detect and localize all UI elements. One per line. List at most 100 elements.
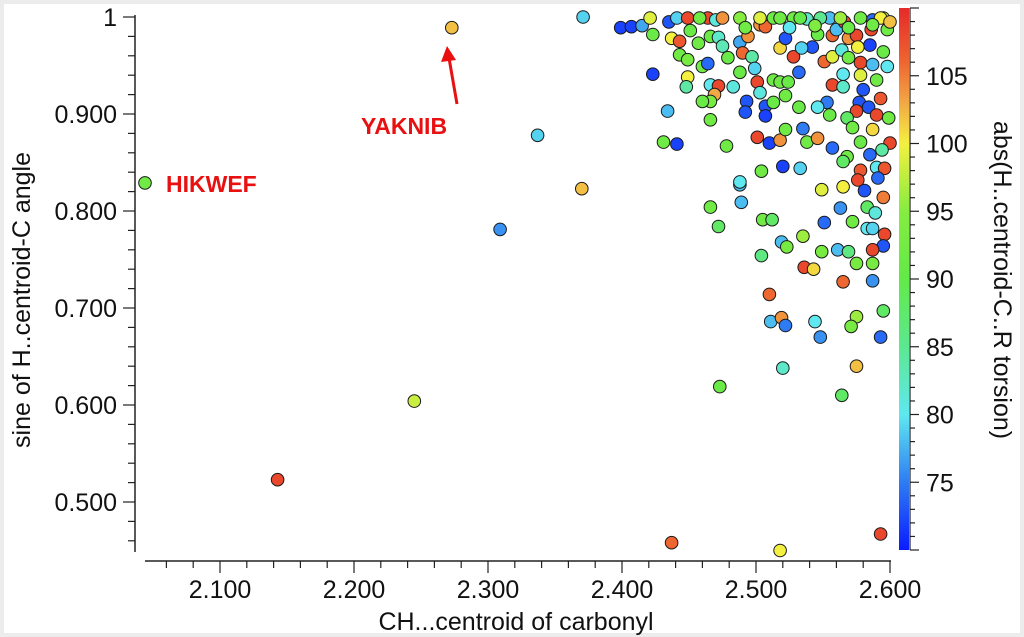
data-point bbox=[865, 122, 880, 137]
data-point bbox=[695, 94, 710, 109]
x-axis: 2.100 2.200 2.300 2.400 2.500 2.600 bbox=[145, 560, 922, 604]
data-point bbox=[683, 23, 698, 38]
colorbar-tick-label: 95 bbox=[926, 198, 954, 226]
colorbar-tick-label: 85 bbox=[926, 334, 954, 362]
data-point bbox=[877, 227, 892, 242]
x-tick-label: 2.100 bbox=[189, 576, 252, 604]
data-point bbox=[875, 143, 889, 157]
colorbar: 75 80 85 90 95 100 105 bbox=[899, 7, 968, 551]
data-point bbox=[753, 85, 767, 100]
data-point bbox=[738, 105, 753, 119]
data-point bbox=[738, 20, 753, 35]
data-point bbox=[825, 141, 840, 155]
data-point bbox=[138, 176, 152, 190]
data-point bbox=[576, 10, 590, 24]
data-point bbox=[445, 20, 459, 35]
x-tick-label: 2.200 bbox=[323, 576, 386, 604]
data-point bbox=[836, 80, 850, 94]
data-point bbox=[692, 11, 707, 25]
data-point bbox=[793, 161, 808, 176]
data-point bbox=[836, 154, 850, 169]
data-point bbox=[656, 135, 671, 149]
data-point bbox=[865, 18, 880, 32]
data-point bbox=[778, 122, 793, 137]
data-point bbox=[721, 50, 735, 65]
data-point bbox=[876, 304, 891, 318]
data-point bbox=[876, 190, 891, 205]
data-point bbox=[869, 73, 884, 87]
data-point bbox=[773, 543, 787, 558]
data-point bbox=[873, 91, 888, 106]
data-point bbox=[782, 20, 797, 35]
data-point bbox=[679, 80, 694, 94]
data-point bbox=[810, 100, 825, 114]
data-point bbox=[703, 113, 718, 127]
data-point bbox=[646, 27, 660, 42]
data-point bbox=[773, 133, 787, 147]
data-point bbox=[865, 243, 880, 257]
data-point bbox=[766, 95, 781, 110]
data-point bbox=[869, 108, 884, 122]
data-point bbox=[841, 50, 856, 65]
data-point bbox=[873, 527, 888, 541]
data-point bbox=[530, 128, 545, 143]
data-point bbox=[863, 38, 877, 52]
colorbar-tick-label: 100 bbox=[926, 131, 968, 159]
colorbar-tick-label: 105 bbox=[926, 63, 968, 91]
data-point bbox=[753, 11, 767, 25]
colorbar-tick-label: 75 bbox=[926, 469, 954, 497]
data-point bbox=[745, 50, 759, 64]
data-point bbox=[849, 359, 864, 374]
x-tick-label: 2.400 bbox=[591, 576, 654, 604]
data-point bbox=[822, 108, 837, 122]
data-points bbox=[138, 10, 897, 558]
data-point bbox=[733, 65, 747, 80]
data-point bbox=[853, 135, 868, 149]
annotation-yaknib: YAKNIB bbox=[361, 113, 447, 139]
data-point bbox=[670, 137, 684, 151]
data-point bbox=[814, 182, 829, 197]
data-point bbox=[643, 11, 657, 25]
data-point bbox=[754, 164, 769, 178]
data-point bbox=[836, 67, 850, 81]
annotation-arrow bbox=[441, 46, 459, 105]
data-point bbox=[851, 173, 865, 187]
data-point bbox=[781, 75, 796, 89]
data-point bbox=[794, 41, 809, 55]
data-point bbox=[853, 55, 868, 70]
y-axis: 0.500 0.600 0.700 0.800 0.900 1 bbox=[54, 4, 136, 552]
y-axis-title: sine of H..centroid-C angle bbox=[8, 152, 36, 448]
data-point bbox=[835, 388, 849, 403]
data-point bbox=[808, 18, 822, 33]
data-point bbox=[792, 100, 806, 114]
data-point bbox=[845, 120, 860, 135]
data-point bbox=[813, 330, 828, 344]
data-point bbox=[713, 379, 727, 394]
annotation-hikwef: HIKWEF bbox=[166, 171, 257, 197]
data-point bbox=[493, 222, 507, 237]
data-point bbox=[844, 319, 858, 334]
data-point bbox=[786, 50, 801, 64]
data-point bbox=[810, 131, 825, 146]
data-point bbox=[817, 215, 832, 230]
data-point bbox=[881, 111, 896, 125]
data-point bbox=[747, 61, 762, 76]
data-point bbox=[780, 240, 794, 254]
data-point bbox=[793, 11, 808, 25]
data-point bbox=[865, 57, 880, 72]
colorbar-tick-label: 90 bbox=[926, 266, 954, 294]
data-point bbox=[672, 34, 687, 49]
data-point bbox=[865, 274, 880, 288]
data-point bbox=[877, 161, 892, 176]
data-point bbox=[871, 171, 885, 185]
data-point bbox=[733, 175, 747, 189]
data-point bbox=[792, 65, 806, 80]
colorbar-gradient bbox=[899, 8, 909, 550]
data-point bbox=[853, 11, 868, 25]
data-point bbox=[851, 40, 865, 54]
data-point bbox=[664, 535, 679, 550]
data-point bbox=[776, 159, 790, 174]
x-tick-label: 2.600 bbox=[859, 576, 922, 604]
data-point bbox=[796, 121, 810, 136]
